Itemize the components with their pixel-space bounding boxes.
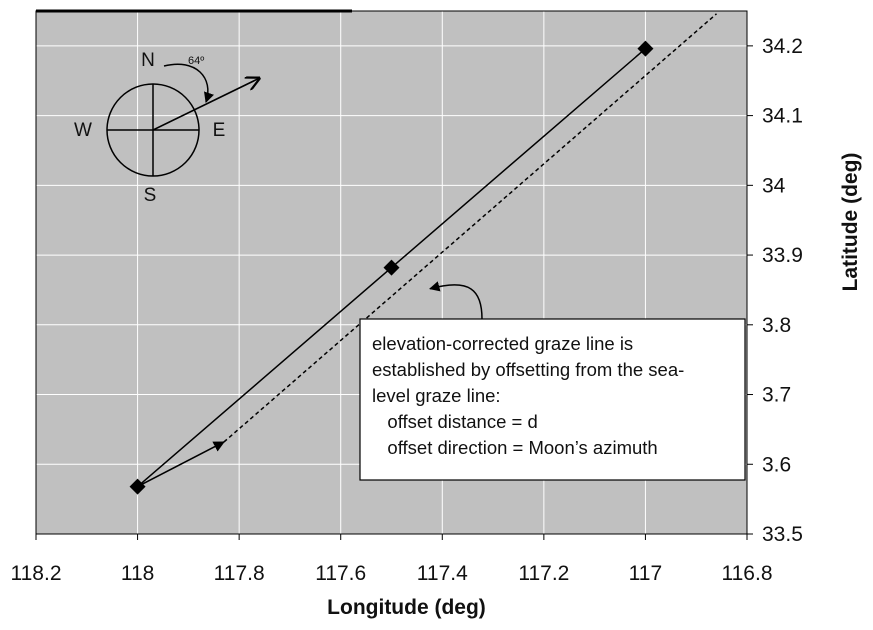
data-point-marker xyxy=(383,259,400,276)
azimuth-angle-arc xyxy=(163,63,214,103)
x-axis-title: Longitude (deg) xyxy=(327,596,486,619)
x-tick-label: 117.8 xyxy=(214,562,265,585)
y-tick-label: 34.2 xyxy=(762,35,803,58)
x-tick-label: 116.8 xyxy=(722,562,773,585)
callout-box: elevation-corrected graze line is establi… xyxy=(359,318,746,481)
compass-diagram: N S E W 64º xyxy=(74,50,259,206)
callout-text-line: established by offsetting from the sea- xyxy=(372,359,684,380)
callout-pointer-arrow xyxy=(429,281,483,320)
moon-azimuth-arrow xyxy=(152,78,259,131)
y-tick-label: 33.5 xyxy=(762,523,803,546)
y-tick-label: 33.9 xyxy=(762,244,803,267)
offset-arrow xyxy=(137,441,225,488)
callout-text-line: elevation-corrected graze line is xyxy=(372,333,633,354)
callout-text-line: offset direction = Moon’s azimuth xyxy=(372,437,658,458)
plot-border xyxy=(35,10,748,535)
y-axis-title: Latitude (deg) xyxy=(839,153,862,292)
elevation-corrected-graze-line xyxy=(223,13,717,443)
y-tick-label: 34 xyxy=(762,174,786,197)
x-tick-label: 117 xyxy=(629,562,662,585)
y-tick-label: 3.6 xyxy=(762,453,791,476)
x-tick-label: 118 xyxy=(121,562,154,585)
x-tick-label: 117.6 xyxy=(315,562,366,585)
callout-text-line: offset distance = d xyxy=(372,411,538,432)
callout-text-line: level graze line: xyxy=(372,385,501,406)
compass-west-label: W xyxy=(74,120,92,141)
y-tick-label: 3.8 xyxy=(762,314,791,337)
compass-south-label: S xyxy=(144,185,157,206)
callout-background xyxy=(359,318,746,481)
compass-east-label: E xyxy=(213,120,226,141)
data-point-marker xyxy=(637,40,654,57)
y-tick-label: 3.7 xyxy=(762,384,791,407)
y-tick-label: 34.1 xyxy=(762,105,803,128)
azimuth-angle-label: 64º xyxy=(188,55,204,67)
compass-north-label: N xyxy=(141,50,155,71)
x-tick-label: 117.2 xyxy=(518,562,569,585)
x-tick-label: 118.2 xyxy=(11,562,62,585)
x-tick-label: 117.4 xyxy=(417,562,468,585)
